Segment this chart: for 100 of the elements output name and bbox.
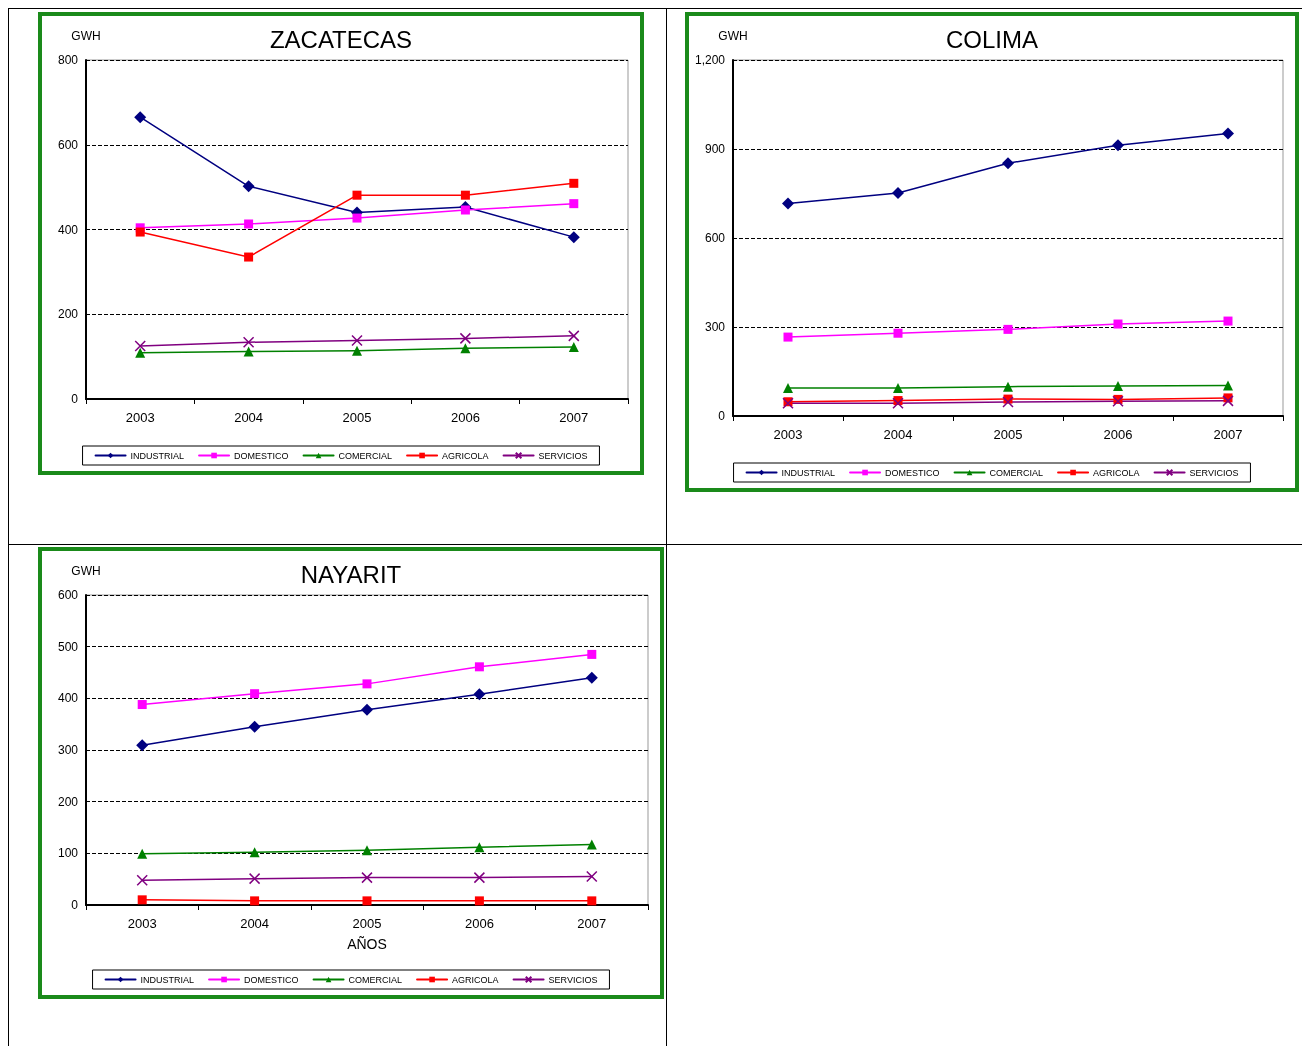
y-tick-label: 100 — [57, 846, 79, 861]
x-tick-label: 2005 — [993, 427, 1023, 442]
point — [460, 190, 470, 200]
legend-label: AGRICOLA — [1093, 467, 1140, 478]
point — [1113, 319, 1123, 329]
point — [1002, 396, 1014, 408]
x-tick-label: 2003 — [127, 916, 157, 931]
point — [460, 343, 471, 354]
x-axis-title: AÑOS — [347, 936, 387, 952]
x-tick-label: 2006 — [464, 916, 494, 931]
y-tick-label: 0 — [718, 409, 726, 423]
chart-title: NAYARIT — [300, 560, 402, 588]
point — [244, 252, 254, 262]
x-tick-label: 2007 — [577, 916, 607, 931]
point — [351, 334, 363, 347]
point — [243, 346, 254, 357]
point — [473, 871, 486, 884]
y-tick-label: 1,200 — [694, 53, 726, 67]
point — [473, 688, 486, 701]
legend-label: AGRICOLA — [442, 450, 489, 461]
point — [782, 197, 794, 210]
point — [362, 845, 372, 856]
point — [248, 872, 261, 885]
point — [783, 383, 793, 394]
x-tick-label: 2004 — [883, 427, 913, 442]
legend-label: DOMESTICO — [885, 467, 940, 478]
point — [362, 896, 372, 906]
point — [1223, 316, 1233, 326]
point — [474, 896, 484, 906]
y-axis-title: GWH — [718, 29, 748, 43]
legend-label: INDUSTRIAL — [781, 467, 836, 478]
point — [250, 896, 260, 906]
y-tick-label: 600 — [704, 231, 726, 245]
legend-label: COMERCIAL — [989, 467, 1044, 478]
point — [568, 341, 579, 352]
point — [893, 383, 903, 394]
point — [587, 649, 597, 659]
x-tick-label: 2004 — [240, 916, 270, 931]
point — [134, 340, 146, 352]
point — [568, 330, 580, 342]
point — [586, 839, 597, 850]
point — [893, 328, 903, 338]
y-tick-label: 400 — [57, 691, 79, 706]
point — [567, 231, 580, 244]
x-tick-label: 2007 — [1213, 427, 1243, 442]
x-tick-label: 2003 — [773, 427, 803, 442]
point — [352, 213, 362, 223]
point — [352, 190, 362, 200]
legend-label: DOMESTICO — [234, 450, 289, 461]
x-tick-label: 2007 — [559, 410, 589, 425]
point — [242, 180, 255, 193]
point — [1223, 380, 1233, 391]
x-tick-label: 2006 — [1103, 427, 1133, 442]
point — [136, 874, 148, 886]
point — [783, 332, 793, 342]
point — [249, 847, 260, 858]
point — [244, 219, 254, 229]
point — [1113, 381, 1123, 392]
legend-label: INDUSTRIAL — [140, 974, 195, 985]
point — [474, 662, 484, 672]
y-tick-label: 500 — [57, 639, 79, 654]
point — [352, 345, 362, 356]
point — [134, 111, 147, 124]
point — [250, 689, 260, 699]
y-tick-label: 300 — [57, 743, 79, 757]
point — [460, 205, 470, 215]
y-tick-label: 0 — [71, 898, 79, 912]
x-tick-label: 2005 — [352, 916, 382, 931]
chart-title: COLIMA — [945, 25, 1039, 53]
x-tick-label: 2006 — [450, 410, 480, 425]
y-tick-label: 0 — [71, 392, 79, 406]
y-tick-label: 600 — [57, 137, 79, 152]
point — [1003, 324, 1013, 334]
point — [137, 848, 148, 859]
point — [137, 895, 147, 905]
point — [1003, 381, 1013, 392]
y-tick-label: 900 — [704, 142, 726, 156]
point — [136, 739, 149, 752]
y-axis-title: GWH — [71, 564, 101, 578]
legend-label: SERVICIOS — [1189, 467, 1239, 478]
y-axis-title: GWH — [71, 29, 101, 43]
y-tick-label: 200 — [57, 307, 79, 322]
x-tick-label: 2005 — [342, 410, 372, 425]
y-tick-label: 200 — [57, 794, 79, 809]
y-tick-label: 300 — [704, 320, 726, 334]
point — [361, 703, 373, 716]
x-tick-label: 2003 — [125, 410, 155, 425]
chart-title: ZACATECAS — [269, 25, 413, 53]
legend-label: COMERCIAL — [338, 450, 393, 461]
point — [135, 347, 146, 358]
point — [459, 332, 472, 345]
point — [1222, 395, 1234, 407]
point — [135, 227, 145, 237]
point — [362, 679, 372, 689]
legend-label: SERVICIOS — [548, 974, 598, 985]
legend-label: DOMESTICO — [244, 974, 299, 985]
legend-label: AGRICOLA — [452, 974, 499, 985]
point — [361, 871, 373, 884]
y-tick-label: 400 — [57, 222, 79, 237]
point — [569, 178, 579, 188]
